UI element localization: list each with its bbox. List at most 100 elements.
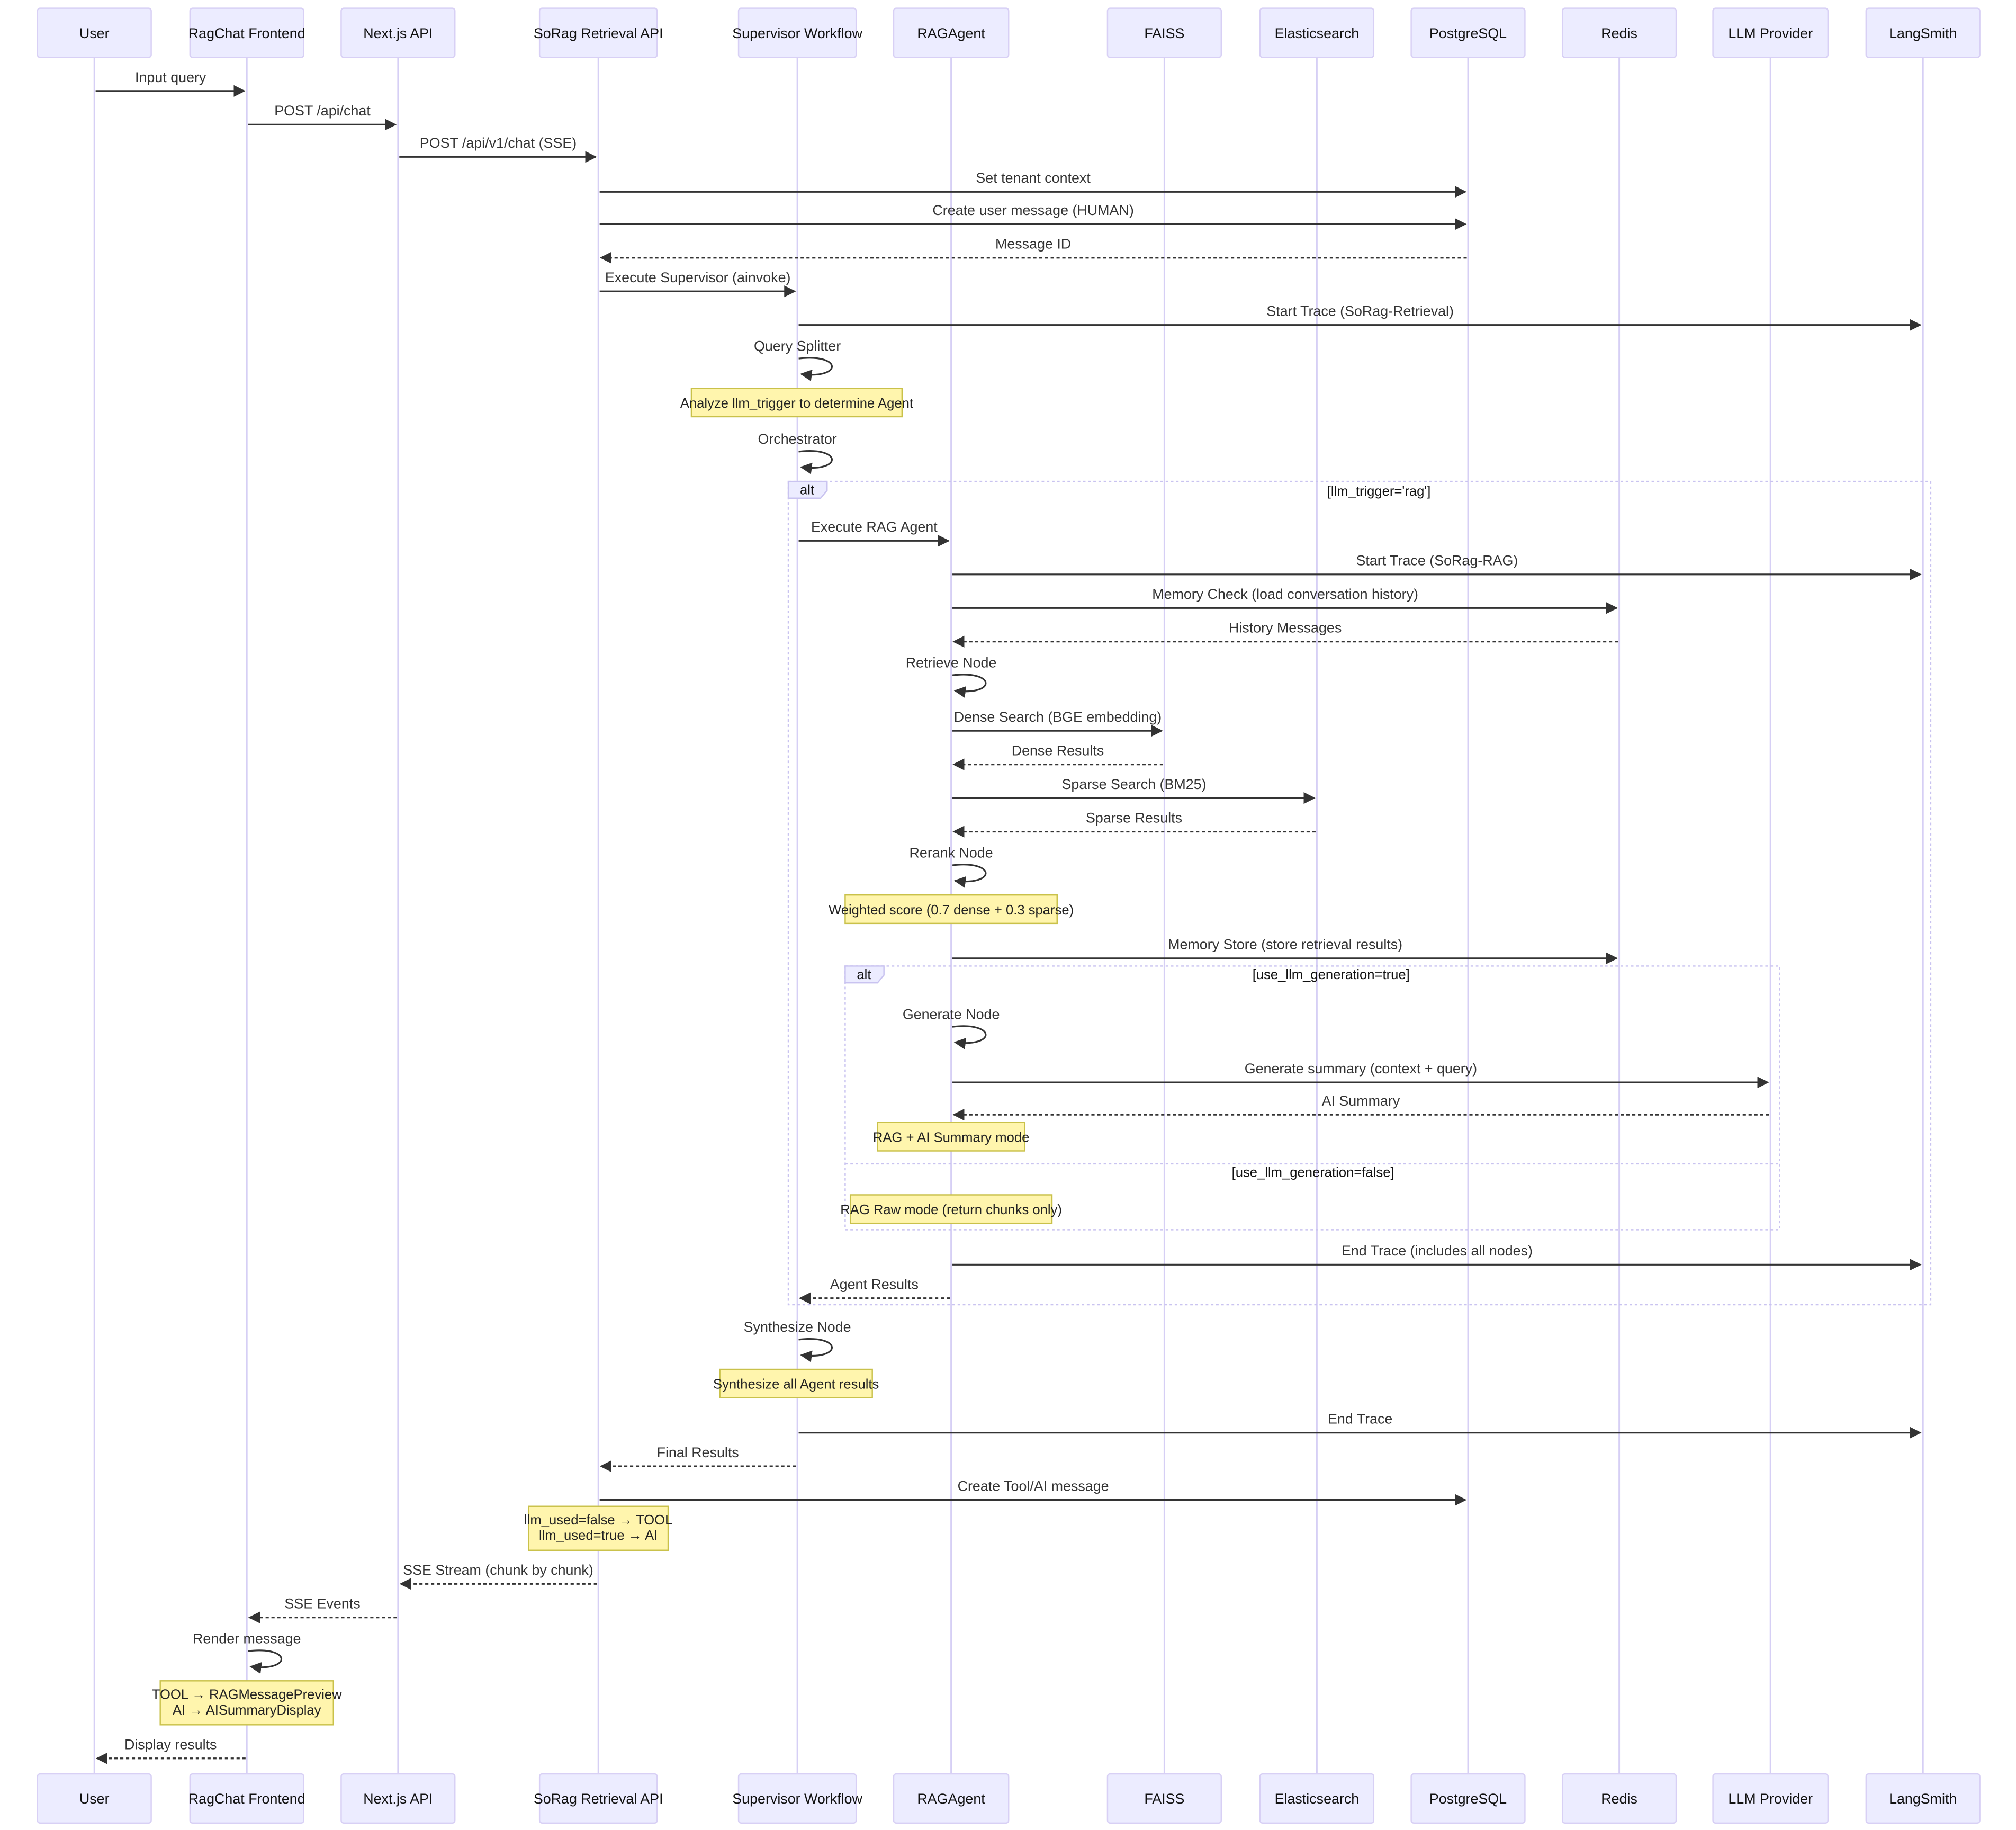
participant-box — [1712, 7, 1829, 58]
participant-box — [893, 1773, 1010, 1824]
participant-sorag-retrieval-api-bottom[interactable]: SoRag Retrieval API — [534, 1773, 663, 1824]
frame-tab — [844, 965, 885, 984]
participant-llm-provider-top[interactable]: LLM Provider — [1712, 7, 1829, 58]
participant-faiss-bottom[interactable]: FAISS — [1106, 1773, 1222, 1824]
message-label: End Trace (includes all nodes) — [1342, 1243, 1533, 1259]
participant-ragagent-top[interactable]: RAGAgent — [893, 7, 1010, 58]
participant-label: Next.js API — [363, 25, 433, 41]
participant-langsmith-bottom[interactable]: LangSmith — [1865, 1773, 1981, 1824]
message: Start Trace (SoRag-RAG) — [952, 553, 1922, 580]
self-message: Orchestrator — [758, 431, 837, 474]
note-text: RAG + AI Summary mode — [873, 1130, 1030, 1145]
message-label: Set tenant context — [976, 170, 1091, 186]
message-label: Memory Store (store retrieval results) — [1168, 937, 1402, 953]
message-label: Generate summary (context + query) — [1245, 1061, 1477, 1077]
self-loop-arrow — [798, 1338, 833, 1362]
participant-box — [737, 7, 857, 58]
participant-box — [737, 1773, 857, 1824]
message-label: Message ID — [995, 236, 1071, 252]
participant-box — [1106, 7, 1222, 58]
participant-ragagent-bottom[interactable]: RAGAgent — [893, 1773, 1010, 1824]
frame-border — [844, 965, 1780, 1231]
message: Dense Search (BGE embedding) — [952, 709, 1163, 737]
participant-label: SoRag Retrieval API — [534, 25, 663, 41]
message-label: Display results — [124, 1737, 217, 1753]
message-label: Query Splitter — [754, 338, 841, 354]
message-label: SSE Stream (chunk by chunk) — [403, 1562, 593, 1578]
self-message: Rerank Node — [910, 845, 993, 888]
message: Input query — [95, 69, 246, 97]
note-text: TOOL → RAGMessagePreview — [152, 1687, 342, 1702]
self-message: Synthesize Node — [744, 1319, 851, 1362]
note-box — [849, 1194, 1053, 1224]
participant-user-bottom[interactable]: User — [37, 1773, 152, 1824]
participant-label: LLM Provider — [1728, 1791, 1813, 1807]
note-box — [159, 1680, 335, 1726]
participant-next-js-api-top[interactable]: Next.js API — [340, 7, 456, 58]
note-text: llm_used=true → AI — [539, 1528, 658, 1543]
participant-next-js-api-bottom[interactable]: Next.js API — [340, 1773, 456, 1824]
participant-postgresql-bottom[interactable]: PostgreSQL — [1410, 1773, 1526, 1824]
participant-box — [1259, 1773, 1375, 1824]
participant-box — [1561, 1773, 1677, 1824]
self-loop-arrow — [952, 864, 987, 888]
message: SSE Events — [248, 1596, 397, 1623]
participant-box — [538, 1773, 658, 1824]
participant-label: RAGAgent — [917, 1791, 985, 1807]
participant-supervisor-workflow-top[interactable]: Supervisor Workflow — [732, 7, 863, 58]
message: End Trace — [798, 1411, 1922, 1439]
participant-label: Redis — [1601, 1791, 1637, 1807]
message-label: Create Tool/AI message — [958, 1478, 1109, 1494]
message-label: Rerank Node — [910, 845, 993, 860]
message: Generate summary (context + query) — [952, 1061, 1769, 1089]
message-label: Memory Check (load conversation history) — [1152, 586, 1418, 602]
message-label: AI Summary — [1322, 1093, 1400, 1109]
participant-langsmith-top[interactable]: LangSmith — [1865, 7, 1981, 58]
message-label: Start Trace (SoRag-Retrieval) — [1266, 303, 1454, 319]
participant-supervisor-workflow-bottom[interactable]: Supervisor Workflow — [732, 1773, 863, 1824]
participant-box — [37, 1773, 152, 1824]
note: RAG Raw mode (return chunks only) — [840, 1194, 1062, 1224]
message-label: Agent Results — [830, 1277, 919, 1293]
participant-label: Redis — [1601, 25, 1637, 41]
self-message: Generate Node — [903, 1007, 1000, 1049]
message-label: History Messages — [1229, 620, 1342, 636]
note: Synthesize all Agent results — [713, 1368, 879, 1398]
message-label: Render message — [193, 1631, 301, 1647]
message: History Messages — [952, 620, 1618, 648]
participant-box — [340, 1773, 456, 1824]
participant-redis-top[interactable]: Redis — [1561, 7, 1677, 58]
participant-user-top[interactable]: User — [37, 7, 152, 58]
self-message: Retrieve Node — [906, 655, 997, 698]
message-label: Retrieve Node — [906, 655, 997, 671]
participant-label: RagChat Frontend — [188, 25, 305, 41]
participant-box — [189, 7, 304, 58]
participant-sorag-retrieval-api-top[interactable]: SoRag Retrieval API — [534, 7, 663, 58]
participant-label: LLM Provider — [1728, 25, 1813, 41]
participant-elasticsearch-top[interactable]: Elasticsearch — [1259, 7, 1375, 58]
message-label: Execute RAG Agent — [811, 519, 938, 535]
frame-condition: [use_llm_generation=true] — [1253, 967, 1410, 982]
participant-llm-provider-bottom[interactable]: LLM Provider — [1712, 1773, 1829, 1824]
participant-redis-bottom[interactable]: Redis — [1561, 1773, 1677, 1824]
participant-faiss-top[interactable]: FAISS — [1106, 7, 1222, 58]
participant-postgresql-top[interactable]: PostgreSQL — [1410, 7, 1526, 58]
message: Dense Results — [952, 743, 1163, 770]
participant-label: LangSmith — [1889, 25, 1957, 41]
message: Sparse Search (BM25) — [952, 776, 1316, 804]
participant-elasticsearch-bottom[interactable]: Elasticsearch — [1259, 1773, 1375, 1824]
note: Analyze llm_trigger to determine Agent — [680, 388, 913, 418]
message: Start Trace (SoRag-Retrieval) — [798, 303, 1922, 331]
note-box — [528, 1505, 669, 1551]
participant-label: FAISS — [1144, 1791, 1184, 1807]
note-box — [719, 1368, 873, 1398]
participant-box — [1106, 1773, 1222, 1824]
participant-ragchat-frontend-top[interactable]: RagChat Frontend — [188, 7, 305, 58]
message: POST /api/chat — [248, 103, 397, 131]
participant-box — [893, 7, 1010, 58]
note-text: AI → AISummaryDisplay — [173, 1703, 321, 1718]
participant-ragchat-frontend-bottom[interactable]: RagChat Frontend — [188, 1773, 305, 1824]
message: Message ID — [599, 236, 1467, 264]
